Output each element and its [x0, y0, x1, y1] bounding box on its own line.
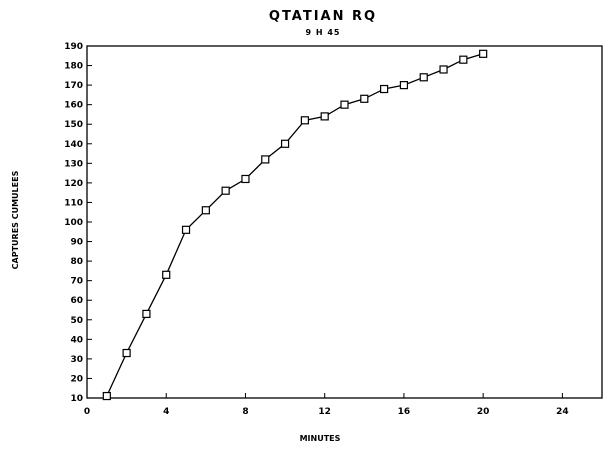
data-point: [122, 348, 131, 358]
y-tick-label: 190: [64, 42, 83, 52]
data-point: [142, 309, 151, 319]
data-series: [102, 49, 488, 401]
data-point: [479, 49, 488, 58]
y-tick-label: 40: [70, 335, 83, 345]
data-point: [320, 112, 329, 121]
y-tick-label: 10: [70, 394, 83, 404]
data-point: [419, 73, 428, 82]
plot-frame: [86, 45, 603, 399]
x-tick-label: 12: [318, 407, 331, 417]
y-tick-label: 20: [70, 374, 83, 384]
y-tick-label: 180: [64, 62, 83, 72]
x-tick-label: 24: [556, 407, 569, 417]
y-tick-label: 140: [64, 140, 83, 150]
y-tick-label: 90: [70, 238, 83, 248]
x-tick-label: 4: [163, 407, 169, 417]
data-point: [181, 225, 191, 234]
y-tick-label: 100: [64, 218, 83, 228]
axes: 1020304050607080901001101201301401501601…: [64, 42, 568, 417]
y-tick-label: 130: [64, 159, 83, 169]
y-tick-label: 150: [64, 120, 83, 130]
data-point: [102, 391, 111, 401]
x-axis-label: MINUTES: [300, 434, 341, 443]
y-tick-label: 80: [70, 257, 83, 267]
data-point: [241, 174, 250, 184]
data-point: [360, 94, 369, 103]
data-point: [340, 100, 349, 109]
x-tick-label: 20: [477, 407, 490, 417]
data-point: [221, 186, 230, 195]
data-point: [439, 65, 448, 74]
y-tick-label: 160: [64, 101, 83, 111]
data-point: [162, 270, 171, 279]
y-tick-label: 50: [70, 316, 83, 326]
data-point: [300, 116, 309, 125]
data-point: [261, 155, 270, 164]
y-tick-label: 30: [70, 355, 83, 365]
y-axis-label: CAPTURES CUMULEES: [11, 170, 20, 269]
y-tick-label: 120: [64, 179, 83, 189]
series-line: [106, 53, 484, 397]
y-tick-label: 70: [70, 277, 83, 287]
data-point: [380, 84, 389, 94]
y-tick-label: 110: [64, 198, 83, 208]
data-point: [280, 139, 290, 148]
chart-title: QTATIAN RQ: [269, 9, 377, 24]
x-tick-label: 16: [398, 407, 411, 417]
x-tick-label: 0: [84, 407, 90, 417]
y-tick-label: 170: [64, 81, 83, 91]
data-point: [201, 206, 210, 215]
y-tick-label: 60: [70, 296, 83, 306]
data-point: [399, 81, 409, 90]
data-point: [459, 55, 468, 64]
x-tick-label: 8: [242, 407, 248, 417]
chart-subtitle: 9 H 45: [306, 28, 341, 37]
